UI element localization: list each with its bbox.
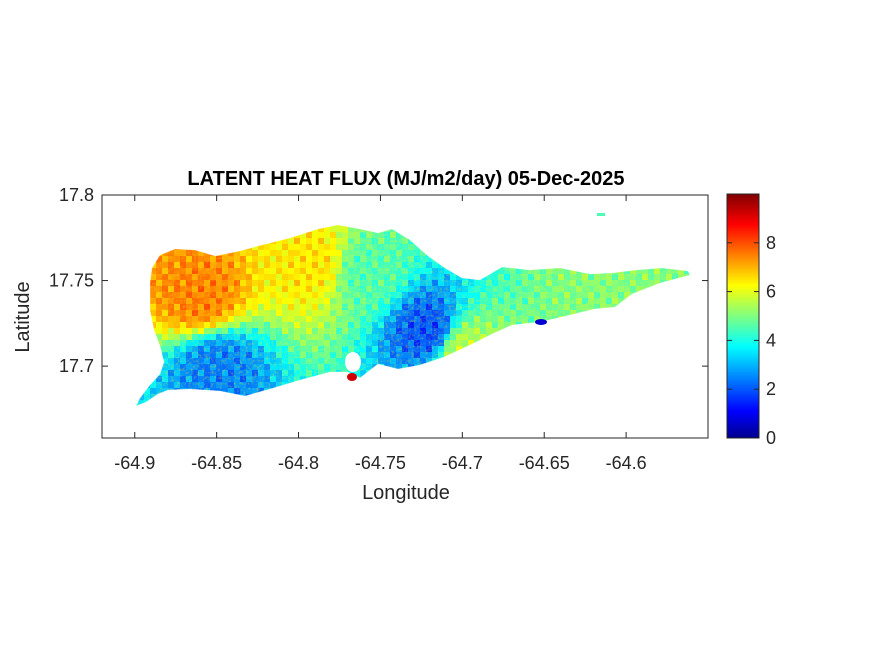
x-tick-label: -64.75 (355, 453, 406, 473)
colorbar: 0 2 4 6 8 (726, 193, 776, 448)
chart-title: LATENT HEAT FLUX (MJ/m2/day) 05-Dec-2025 (187, 168, 624, 190)
y-axis-label: Latitude (12, 281, 34, 352)
y-tick-label: 17.8 (59, 185, 94, 205)
x-tick-label: -64.65 (519, 453, 570, 473)
colorbar-tick-label: 6 (766, 282, 776, 302)
colorbar-tick-label: 0 (766, 428, 776, 448)
x-ticks: -64.9 -64.85 -64.8 -64.75 -64.7 -64.65 -64.6 (114, 195, 647, 473)
y-tick-label: 17.7 (59, 356, 94, 376)
x-tick-label: -64.8 (278, 453, 319, 473)
y-tick-label: 17.75 (49, 271, 94, 291)
colorbar-tick-label: 4 (766, 330, 776, 350)
x-axis-label: Longitude (362, 482, 450, 504)
colorbar-tick-label: 8 (766, 233, 776, 253)
plot-area: -64.9 -64.85 -64.8 -64.75 -64.7 -64.65 -64.6 1… (49, 185, 709, 473)
colorbar-gradient (726, 193, 760, 439)
y-ticks: 17.7 17.75 17.8 (49, 185, 708, 376)
x-tick-label: -64.9 (114, 453, 155, 473)
x-tick-label: -64.6 (606, 453, 647, 473)
islets (345, 213, 605, 381)
colorbar-ticks: 0 2 4 6 8 (727, 233, 776, 448)
x-tick-label: -64.85 (191, 453, 242, 473)
colorbar-tick-label: 2 (766, 379, 776, 399)
x-tick-label: -64.7 (442, 453, 483, 473)
